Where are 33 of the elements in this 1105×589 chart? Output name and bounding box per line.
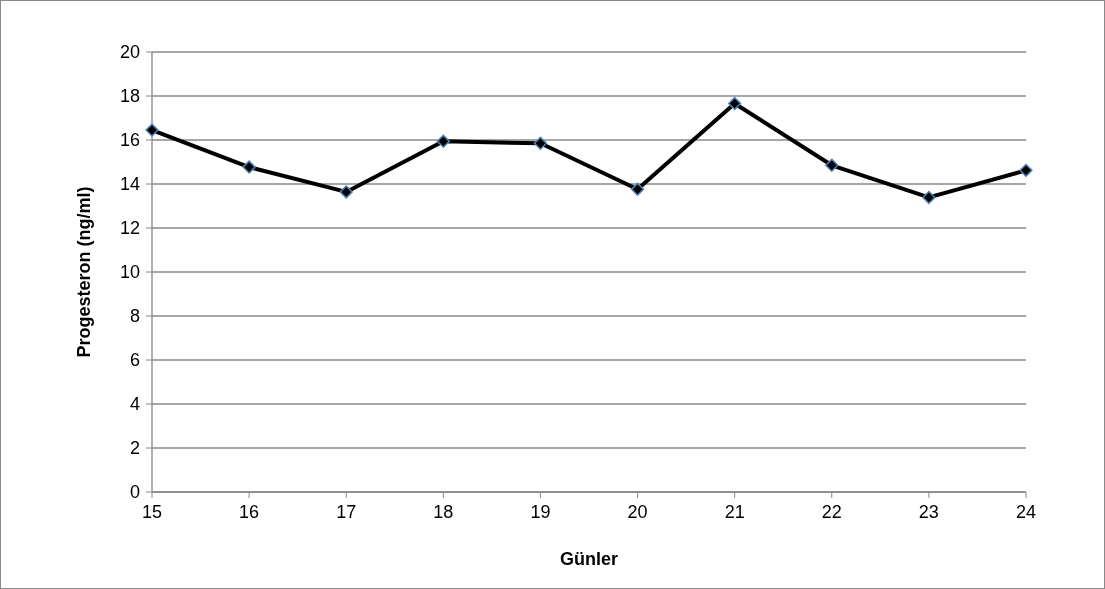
point bbox=[728, 96, 742, 111]
point bbox=[922, 190, 936, 205]
x-tick-label: 23 bbox=[918, 502, 939, 522]
x-tick-label: 17 bbox=[336, 502, 357, 522]
x-axis-title: Günler bbox=[559, 549, 619, 569]
x-tick-label: 16 bbox=[239, 502, 260, 522]
x-tick-label: 15 bbox=[141, 502, 163, 522]
point bbox=[1019, 163, 1033, 178]
x-tick-label: 20 bbox=[627, 502, 648, 522]
y-tick-label: 18 bbox=[119, 86, 140, 107]
y-tick-label: 6 bbox=[129, 350, 140, 371]
x-tick-label: 21 bbox=[724, 502, 745, 522]
y-tick-label: 8 bbox=[129, 306, 140, 327]
point bbox=[825, 158, 839, 172]
point bbox=[339, 185, 353, 199]
y-axis-title: Progesteron (ng/ml) bbox=[74, 186, 94, 358]
x-tick-label: 18 bbox=[433, 502, 454, 522]
point bbox=[630, 182, 645, 196]
point bbox=[145, 123, 159, 137]
y-tick-label: 4 bbox=[129, 394, 140, 415]
y-tick-label: 20 bbox=[119, 42, 140, 63]
x-tick-label: 22 bbox=[821, 502, 842, 522]
x-tick-label: 19 bbox=[530, 502, 551, 522]
point bbox=[533, 136, 548, 150]
x-tick-label: 24 bbox=[1015, 502, 1037, 522]
point bbox=[242, 160, 256, 174]
y-tick-label: 0 bbox=[129, 482, 140, 503]
y-tick-label: 14 bbox=[119, 174, 140, 195]
y-tick-label: 16 bbox=[119, 130, 140, 151]
y-tick-label: 2 bbox=[129, 438, 140, 459]
y-tick-label: 10 bbox=[119, 262, 140, 283]
point bbox=[436, 134, 450, 148]
y-tick-label: 12 bbox=[119, 218, 140, 239]
